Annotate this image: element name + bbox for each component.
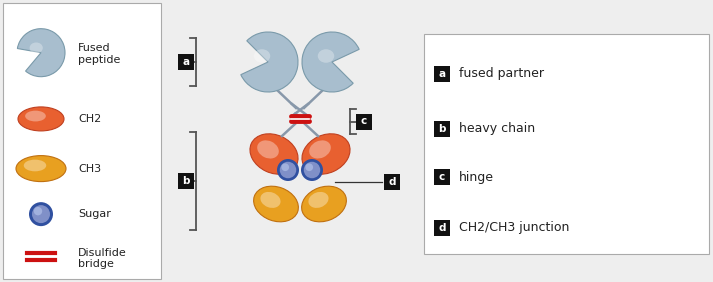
Text: CH2: CH2	[78, 114, 101, 124]
Ellipse shape	[25, 111, 46, 122]
FancyBboxPatch shape	[356, 113, 372, 129]
Text: d: d	[438, 222, 446, 233]
Circle shape	[301, 159, 323, 181]
Circle shape	[29, 202, 53, 226]
Ellipse shape	[302, 134, 350, 174]
Text: Sugar: Sugar	[78, 209, 111, 219]
Ellipse shape	[18, 107, 64, 131]
Circle shape	[305, 163, 313, 171]
Ellipse shape	[309, 192, 329, 208]
Ellipse shape	[318, 49, 334, 63]
Circle shape	[277, 159, 299, 181]
Text: fused partner: fused partner	[459, 67, 544, 80]
FancyBboxPatch shape	[3, 3, 161, 279]
Text: a: a	[438, 69, 446, 79]
Ellipse shape	[254, 186, 298, 222]
FancyBboxPatch shape	[434, 169, 450, 185]
FancyBboxPatch shape	[178, 54, 194, 70]
Ellipse shape	[250, 134, 298, 174]
Circle shape	[282, 163, 289, 171]
FancyBboxPatch shape	[178, 173, 194, 189]
Ellipse shape	[302, 186, 347, 222]
Text: heavy chain: heavy chain	[459, 122, 535, 135]
Wedge shape	[17, 29, 65, 77]
Ellipse shape	[254, 49, 270, 63]
Text: c: c	[361, 116, 367, 127]
Ellipse shape	[309, 140, 331, 158]
Text: hinge: hinge	[459, 171, 494, 184]
Text: peptide: peptide	[78, 55, 120, 65]
FancyBboxPatch shape	[434, 220, 450, 235]
Wedge shape	[241, 32, 298, 92]
Text: Disulfide: Disulfide	[78, 248, 127, 258]
Circle shape	[34, 207, 42, 215]
Text: b: b	[183, 176, 190, 186]
Ellipse shape	[257, 140, 279, 158]
FancyBboxPatch shape	[434, 121, 450, 136]
FancyBboxPatch shape	[384, 174, 400, 190]
Ellipse shape	[30, 43, 43, 53]
FancyBboxPatch shape	[434, 66, 450, 81]
Ellipse shape	[24, 160, 46, 171]
Ellipse shape	[16, 156, 66, 182]
FancyBboxPatch shape	[424, 34, 709, 254]
Circle shape	[32, 205, 50, 223]
Text: b: b	[438, 124, 446, 134]
Text: CH2/CH3 junction: CH2/CH3 junction	[459, 221, 570, 234]
Text: d: d	[389, 177, 396, 187]
Text: Fused: Fused	[78, 43, 111, 53]
Ellipse shape	[260, 192, 280, 208]
Circle shape	[304, 162, 320, 178]
Text: bridge: bridge	[78, 259, 114, 269]
Circle shape	[279, 162, 296, 178]
Text: CH3: CH3	[78, 164, 101, 174]
Text: a: a	[183, 57, 190, 67]
Wedge shape	[302, 32, 359, 92]
Text: c: c	[439, 172, 445, 182]
